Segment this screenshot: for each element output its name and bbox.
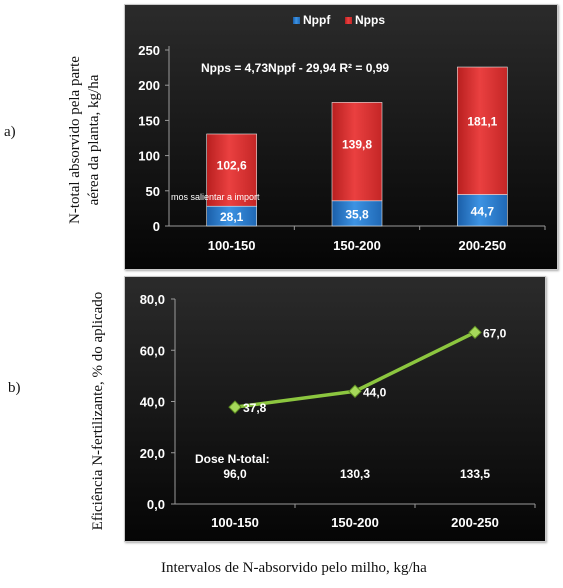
chart-a-bar-npps <box>331 102 383 202</box>
chart-b-dose-value: 130,3 <box>340 467 370 481</box>
panel-b-label: b) <box>8 380 21 396</box>
chart-b-frame: 0,0 20,0 40,0 60,0 80,0 37,8 44,0 67,0 Dose N-to… <box>124 276 546 542</box>
chart-b-ylabel-line1: Eficiência N-fertilizante, % do aplicado <box>90 291 106 531</box>
chart-b-x-tick-label: 200-250 <box>451 515 499 530</box>
chart-a-ylabel: N-total absorvido pela parte aérea da pl… <box>66 10 106 270</box>
chart-b-dose-value: 96,0 <box>223 467 247 481</box>
chart-a-legend-label: Nppf <box>303 13 331 27</box>
shared-xlabel: Intervalos de N-absorvido pelo milho, kg… <box>161 560 427 576</box>
chart-b-y-tick-label: 60,0 <box>140 343 165 358</box>
chart-b-y-tick-label: 20,0 <box>140 446 165 461</box>
chart-b-point <box>468 325 482 340</box>
chart-b-ylabel: Eficiência N-fertilizante, % do aplicado <box>89 271 109 551</box>
chart-b-x-tick-label: 100-150 <box>211 515 259 530</box>
chart-a-y-tick-label: 0 <box>153 219 160 234</box>
chart-b-y-tick-label: 80,0 <box>140 292 165 307</box>
chart-a-data-label: 139,8 <box>342 138 372 152</box>
chart-a-data-label: 28,1 <box>220 210 244 224</box>
chart-b-point <box>348 384 362 398</box>
chart-a-legend-swatch-nppf <box>293 17 300 24</box>
chart-a-legend-swatch-npps <box>345 17 352 24</box>
chart-b-data-label: 37,8 <box>243 401 267 415</box>
chart-a-y-tick-label: 250 <box>138 43 160 58</box>
chart-a-equation: Npps = 4,73Nppf - 29,94 R² = 0,99 <box>201 61 389 75</box>
chart-a-bar-npps <box>457 66 508 195</box>
chart-b-x-tick-label: 150-200 <box>331 515 379 530</box>
chart-b-dose-title: Dose N-total: <box>195 452 270 466</box>
chart-a-bar-nppf <box>331 200 383 227</box>
chart-a-data-label: 44,7 <box>471 204 495 218</box>
chart-b-y-tick-label: 40,0 <box>140 395 165 410</box>
chart-b-data-label: 67,0 <box>483 326 507 340</box>
chart-a-data-label: 35,8 <box>345 207 369 221</box>
chart-a-overlay-text: mos salientar a import <box>171 192 260 202</box>
panel-a-label: a) <box>4 124 16 140</box>
chart-a-data-label: 102,6 <box>217 158 247 172</box>
chart-a-y-tick-label: 200 <box>138 78 160 93</box>
chart-a-y-tick-label: 50 <box>146 184 160 199</box>
chart-a-bar-npps <box>206 133 257 207</box>
chart-a-frame: 0 50 100 150 200 250 28,1 102,6 100-150 35,8 139,8… <box>124 4 558 270</box>
chart-a-data-label: 181,1 <box>467 115 497 129</box>
chart-b-y-tick-label: 0,0 <box>147 497 165 512</box>
chart-a-bar-nppf <box>457 194 508 227</box>
chart-b-data-label: 44,0 <box>363 385 387 399</box>
chart-a-legend-label: Npps <box>355 13 385 27</box>
chart-b-background <box>125 277 545 541</box>
chart-b-point <box>228 400 242 414</box>
chart-a-ylabel-line2: aérea da planta, kg/ha <box>86 74 102 206</box>
chart-a-x-tick-label: 200-250 <box>458 238 506 253</box>
chart-b-dose-value: 133,5 <box>460 467 490 481</box>
chart-a-y-tick-label: 100 <box>138 149 160 164</box>
chart-a-y-tick-label: 150 <box>138 113 160 128</box>
chart-b-svg: 0,0 20,0 40,0 60,0 80,0 37,8 44,0 67,0 Dose N-to… <box>125 277 545 541</box>
chart-a-ylabel-line1: N-total absorvido pela parte <box>67 56 83 224</box>
chart-a-svg: 0 50 100 150 200 250 28,1 102,6 100-150 35,8 139,8… <box>125 5 557 269</box>
chart-a-x-tick-label: 100-150 <box>208 238 256 253</box>
chart-a-x-tick-label: 150-200 <box>333 238 381 253</box>
